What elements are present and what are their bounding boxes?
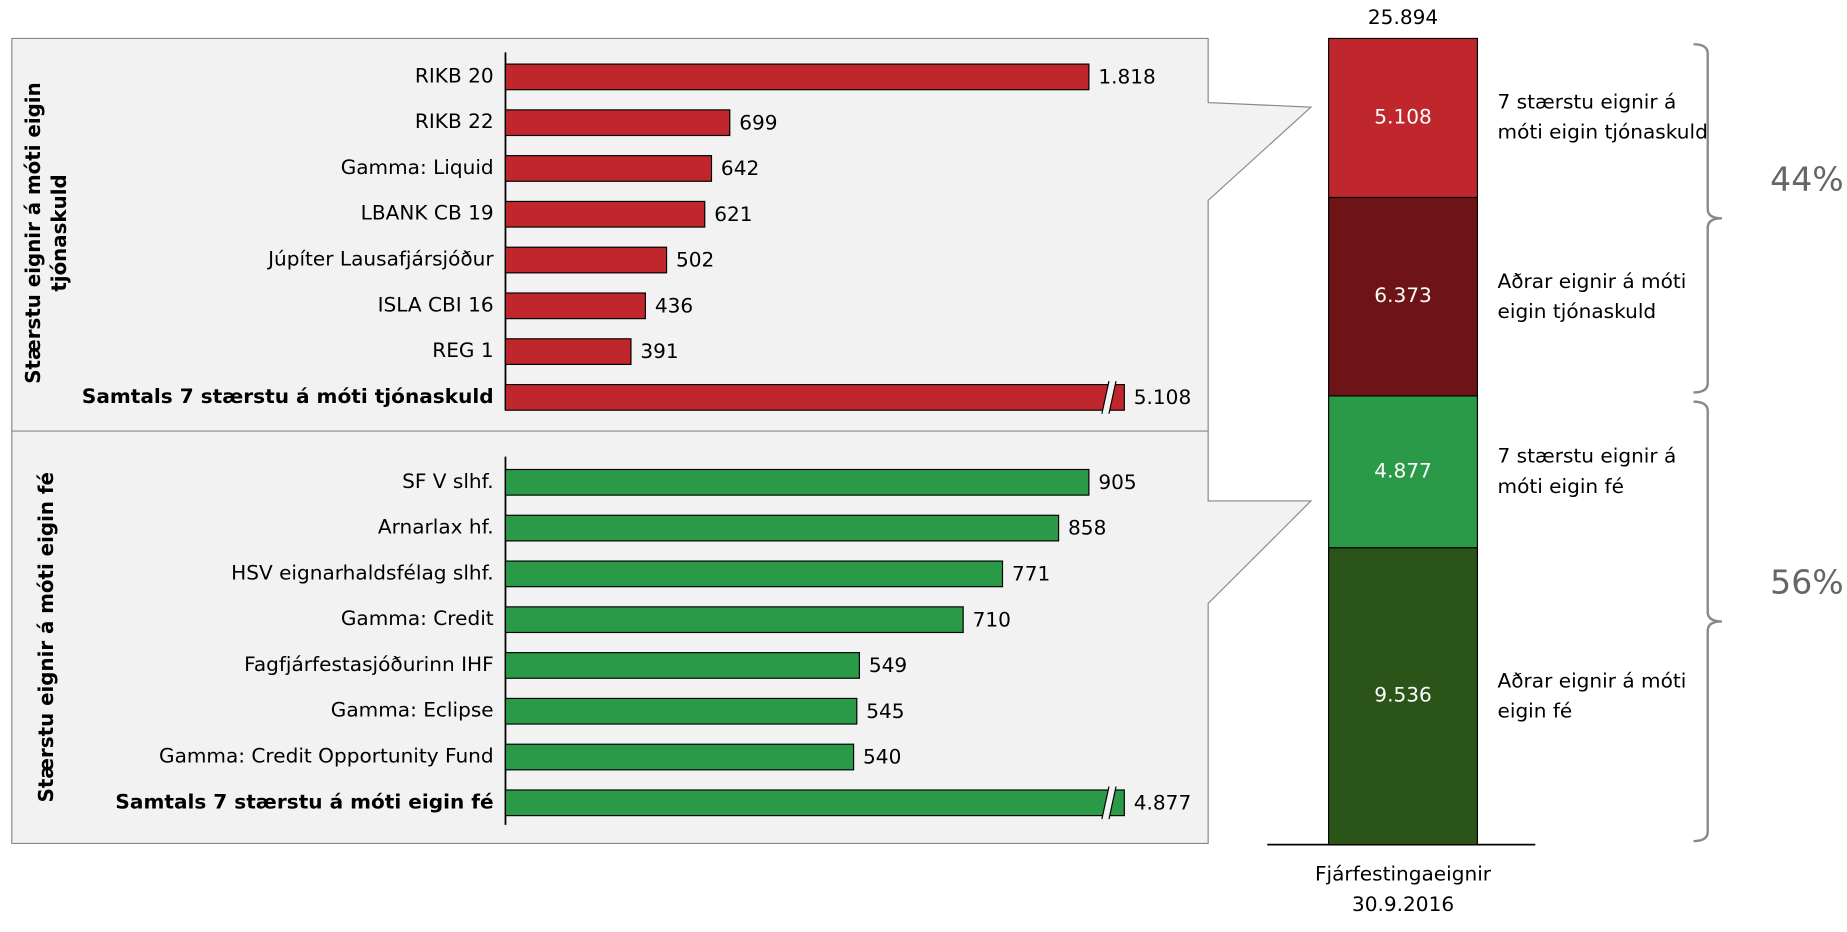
bar-segment — [1328, 547, 1479, 846]
value-label: 905 — [1098, 470, 1136, 494]
x-tick-label: Fjárfestingaeignir 30.9.2016 — [1315, 863, 1492, 917]
bar — [504, 383, 1125, 411]
bar-segment — [1328, 196, 1479, 397]
brace — [1693, 43, 1722, 394]
bar-segment — [1328, 37, 1479, 199]
category-label: ISLA CBI 16 — [378, 292, 494, 316]
value-label: 549 — [869, 653, 907, 677]
bar — [504, 338, 632, 365]
group-label: 44% — [1770, 161, 1843, 199]
bar — [504, 697, 858, 725]
legend-label: 7 stærstu eignir á móti eigin tjónaskuld — [1497, 91, 1708, 145]
axis-break — [1101, 380, 1110, 414]
category-label: Gamma: Credit — [341, 606, 494, 630]
panel — [11, 37, 1313, 432]
legend-label: Aðrar eignir á móti eigin fé — [1497, 669, 1687, 723]
brace — [1693, 400, 1722, 843]
value-label: 1.818 — [1098, 65, 1155, 89]
value-label: 6.373 — [1374, 283, 1431, 307]
category-label: LBANK CB 19 — [361, 201, 494, 225]
bar — [504, 514, 1060, 542]
bar — [504, 63, 1090, 91]
category-label: RIKB 20 — [415, 63, 494, 87]
value-label: 5.108 — [1374, 105, 1431, 129]
category-label: Samtals 7 stærstu á móti tjónaskuld — [82, 384, 494, 408]
axis-break — [1108, 786, 1117, 820]
axis-break — [1101, 786, 1117, 820]
category-label: REG 1 — [432, 338, 493, 362]
value-label: 642 — [721, 156, 759, 180]
legend-label: Aðrar eignir á móti eigin tjónaskuld — [1497, 269, 1687, 324]
bar — [504, 560, 1004, 588]
bar — [504, 652, 860, 679]
value-label: 699 — [739, 110, 777, 134]
bar — [504, 109, 731, 137]
bar — [504, 292, 646, 320]
value-label: 540 — [863, 745, 901, 769]
value-label: 436 — [655, 294, 693, 318]
category-label: Júpíter Lausafjársjóður — [266, 247, 494, 271]
value-label: 391 — [640, 339, 678, 363]
category-label: Samtals 7 stærstu á móti eigin fé — [115, 789, 493, 813]
category-label: HSV eignarhaldsfélag slhf. — [231, 560, 494, 584]
bar — [504, 246, 668, 274]
total-label: 25.894 — [1368, 5, 1438, 29]
bar — [504, 200, 706, 228]
value-label: 9.536 — [1374, 683, 1431, 707]
value-label: 710 — [973, 607, 1011, 631]
bar — [504, 789, 1125, 817]
y-axis-label: Stærstu eignir á móti eigin fé — [35, 472, 60, 803]
value-label: 5.108 — [1134, 385, 1191, 409]
category-label: Arnarlax hf. — [378, 515, 494, 539]
bar — [504, 743, 855, 771]
bar — [504, 155, 713, 182]
axis-break — [1101, 786, 1110, 820]
bar — [504, 606, 964, 634]
axis-break — [1108, 380, 1117, 414]
category-label: RIKB 22 — [415, 109, 494, 133]
category-label: Gamma: Credit Opportunity Fund — [159, 744, 494, 768]
value-label: 502 — [676, 248, 714, 272]
category-label: Fagfjárfestasjóðurinn IHF — [244, 652, 494, 676]
value-label: 545 — [866, 699, 904, 723]
value-label: 4.877 — [1134, 791, 1191, 815]
group-label: 56% — [1770, 564, 1843, 602]
category-label: Gamma: Liquid — [341, 155, 494, 179]
value-label: 771 — [1012, 562, 1050, 586]
category-label: SF V slhf. — [402, 469, 494, 493]
y-axis-label: Stærstu eignir á móti eigin tjónaskuld — [22, 82, 73, 384]
axis-break — [1101, 381, 1117, 414]
value-label: 621 — [714, 202, 752, 226]
bar — [504, 468, 1090, 496]
legend-label: 7 stærstu eignir á móti eigin fé — [1497, 445, 1677, 499]
value-label: 4.877 — [1374, 458, 1431, 482]
value-label: 858 — [1068, 516, 1106, 540]
category-label: Gamma: Eclipse — [331, 698, 494, 722]
